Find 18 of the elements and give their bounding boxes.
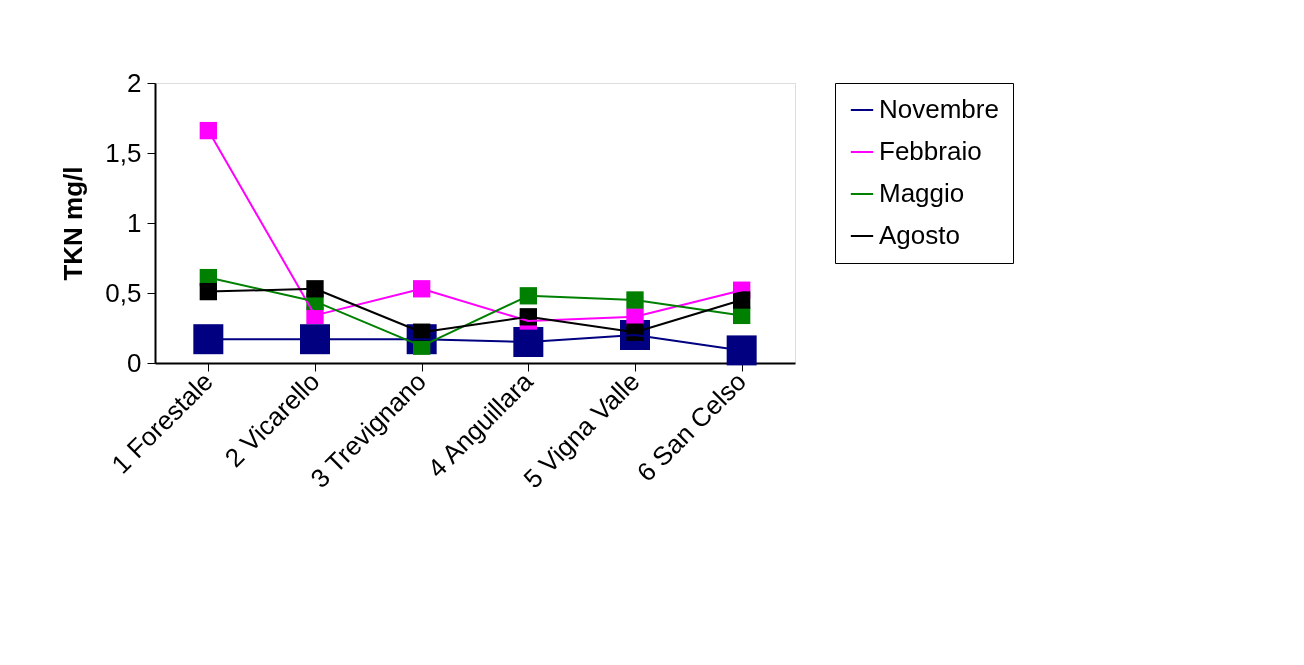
point <box>626 291 644 309</box>
y-tick-label: 0 <box>127 347 142 378</box>
y-axis-title: TKN mg/l <box>58 166 89 281</box>
point <box>300 324 330 355</box>
legend-label: Febbraio <box>879 136 982 166</box>
point <box>733 291 751 309</box>
y-tick-label: 1,5 <box>105 137 142 168</box>
point <box>199 121 217 140</box>
point <box>726 335 757 366</box>
legend-label: Agosto <box>879 220 960 250</box>
legend-label: Novembre <box>879 94 999 124</box>
point <box>193 324 224 355</box>
y-tick-label: 2 <box>127 67 142 98</box>
point <box>199 282 217 301</box>
legend-label: Maggio <box>879 178 965 208</box>
y-tick-label: 0,5 <box>105 277 142 308</box>
point <box>306 280 324 298</box>
y-tick-label: 1 <box>127 207 142 238</box>
